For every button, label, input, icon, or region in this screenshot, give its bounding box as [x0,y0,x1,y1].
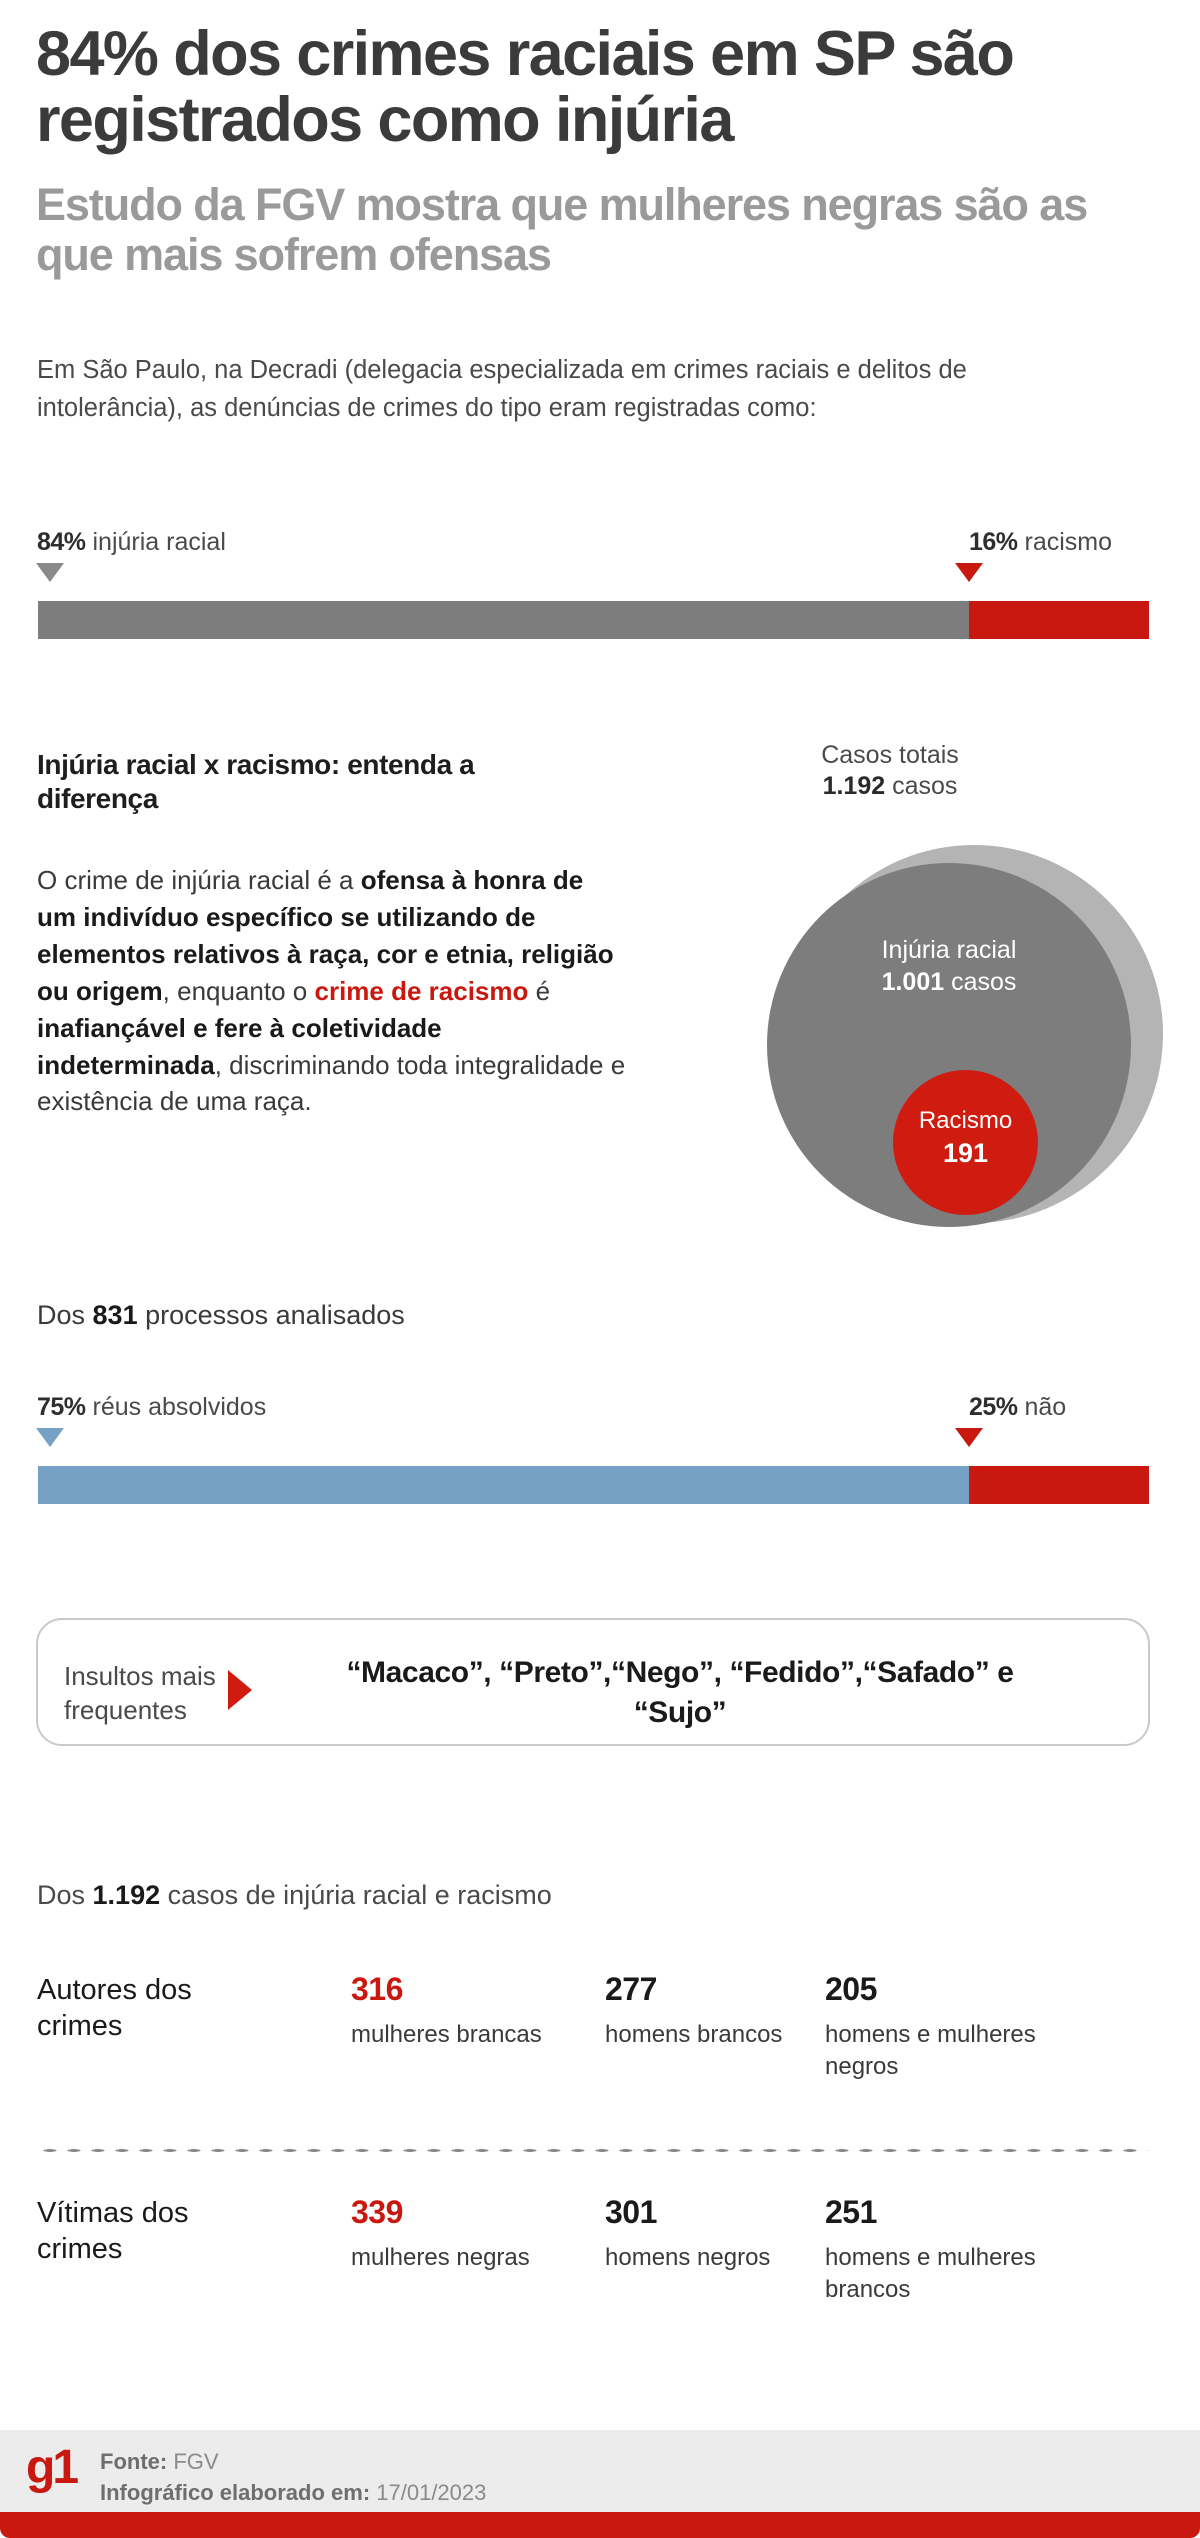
stats-victims-desc-3: homens e mulheres brancos [825,2243,1036,2303]
definition-text-2: , enquanto o [162,975,315,1006]
cases-intro-suffix: casos de injúria racial e racismo [160,1880,552,1910]
bar1-segment-injuria [38,601,970,639]
circle-racismo-value-row: 191 [893,1136,1038,1171]
stats-victims-item-3: 251 homens e mulheres brancos [825,2194,1055,2306]
stats-victims-item-1: 339 mulheres negras [351,2194,581,2274]
definition-highlight-racismo: crime de racismo [314,975,529,1006]
bar2-left-marker-triangle-icon [36,1428,64,1447]
bar1-right-text: racismo [1024,528,1113,556]
circle-racismo-label: Racismo [918,1107,1013,1134]
stats-authors-desc-2: homens brancos [605,2020,783,2048]
g1-logo: g1 [26,2441,79,2494]
processos-value: 831 [92,1300,138,1330]
definition-body: O crime de injúria racial é a ofensa à h… [37,862,627,1120]
definition-text-3: é [528,975,551,1006]
circle-racismo [893,1070,1038,1215]
bar1-segment-racismo [969,601,1149,639]
stats-authors-item-2: 277 homens brancos [605,1971,835,2051]
stats-victims-label: Vítimas dos crimes [37,2197,189,2265]
stats-victims-desc-1: mulheres negras [351,2243,530,2271]
processos-line: Dos 831 processos analisados [37,1300,405,1331]
bar2-right-text: não [1024,1393,1067,1421]
circles-total-row: 1.192 casos [680,771,1100,802]
bar1-left-label: 84% injúria racial [37,530,226,555]
circles-total-value: 1.192 [822,772,886,800]
footer-source-value: FGV [167,2449,219,2474]
bar1-left-percent: 84% [37,528,86,556]
circle-injuria-label: Injúria racial [881,936,1017,964]
stats-authors-label: Autores dos crimes [37,1974,192,2042]
definition-bold-2: inafiançável e fere à coletividade indet… [37,1012,442,1080]
footer-accent-bar [0,2512,1200,2538]
footer-source-label: Fonte: [100,2449,168,2474]
insults-label: Insultos mais frequentes [64,1661,216,1725]
stats-authors-number-3: 205 [825,1971,877,2007]
bar2-segment-nao [969,1466,1149,1504]
circle-injuria-row: 1.001 casos [767,967,1131,999]
bar2-left-percent: 75% [37,1393,86,1421]
bar1-left-text: injúria racial [92,528,226,556]
bar2-right-label: 25% não [969,1395,1066,1420]
bar1-left-marker-triangle-icon [36,563,64,582]
stats-authors-item-3: 205 homens e mulheres negros [825,1971,1055,2083]
circle-racismo-label-group: Racismo 191 [893,1105,1038,1171]
circle-racismo-value: 191 [942,1138,989,1169]
cases-intro-value: 1.192 [92,1880,161,1910]
processos-suffix: processos analisados [137,1300,405,1330]
page-subtitle: Estudo da FGV mostra que mulheres negras… [36,179,1088,281]
stats-authors-number-2: 277 [605,1971,657,2007]
processos-prefix: Dos [37,1300,93,1330]
stats-victims-number-2: 301 [605,2194,657,2230]
bar2-left-label: 75% réus absolvidos [37,1395,266,1420]
footer-date-line: Infográfico elaborado em: 17/01/2023 [100,2477,486,2508]
footer-date-label: Infográfico elaborado em: [100,2480,371,2506]
bar2-left-text: réus absolvidos [92,1393,267,1421]
bar1-right-marker-triangle-icon [955,563,983,582]
arrow-right-icon [228,1670,252,1710]
stats-victims-item-2: 301 homens negros [605,2194,835,2274]
circles-total-label: Casos totais [821,741,959,769]
stats-authors-desc-3: homens e mulheres negros [825,2020,1036,2080]
bar1-track [38,601,1149,639]
circles-total-unit: casos [885,772,958,800]
insults-value: “Macaco”, “Preto”,“Nego”, “Fedido”,“Safa… [346,1656,1014,1729]
page-title: 84% dos crimes raciais em SP são registr… [36,19,1015,155]
intro-paragraph: Em São Paulo, na Decradi (delegacia espe… [37,356,967,422]
cases-intro-line: Dos 1.192 casos de injúria racial e raci… [37,1880,552,1911]
cases-intro-prefix: Dos [37,1880,93,1910]
footer: g1 Fonte: FGV Infográfico elaborado em: … [0,2430,1200,2538]
circle-injuria-label-group: Injúria racial 1.001 casos [767,935,1131,998]
footer-credits: Fonte: FGV Infográfico elaborado em: 17/… [100,2446,486,2508]
stats-divider [38,2148,1148,2153]
bar2-right-marker-triangle-icon [955,1428,983,1447]
definition-text-4: , discriminando toda integralidade e exi… [37,1049,626,1117]
bar2-segment-absolvidos [38,1466,970,1504]
chart-nested-circles: Casos totais 1.192 casos Injúria racial … [680,740,1180,1260]
definition-text-1: O crime de injúria racial é a [37,865,361,895]
definition-bold-1: ofensa à honra de um indivíduo específic… [37,865,614,1006]
bar1-right-label: 16% racismo [969,530,1112,555]
footer-source-line: Fonte: FGV [100,2446,486,2477]
circle-injuria-unit: casos [944,967,1017,996]
stats-victims-number-3: 251 [825,2194,877,2230]
definition-title: Injúria racial x racismo: entenda a dife… [37,749,475,814]
footer-date-value: 17/01/2023 [370,2480,487,2506]
circles-total-caption: Casos totais 1.192 casos [680,740,1100,802]
insults-box [36,1618,1150,1746]
stats-authors-item-1: 316 mulheres brancas [351,1971,581,2051]
circle-injuria-value: 1.001 [881,967,945,996]
stats-authors-number-1: 316 [351,1971,403,2007]
chart-registrations-bar: 84% injúria racial 16% racismo [0,520,1200,650]
stats-authors-desc-1: mulheres brancas [351,2020,542,2048]
bar2-right-percent: 25% [969,1393,1018,1421]
bar1-right-percent: 16% [969,528,1018,556]
stats-victims-desc-2: homens negros [605,2243,771,2271]
chart-processos-bar: 75% réus absolvidos 25% não [0,1385,1200,1515]
stats-victims-number-1: 339 [351,2194,403,2230]
bar2-track [38,1466,1149,1504]
